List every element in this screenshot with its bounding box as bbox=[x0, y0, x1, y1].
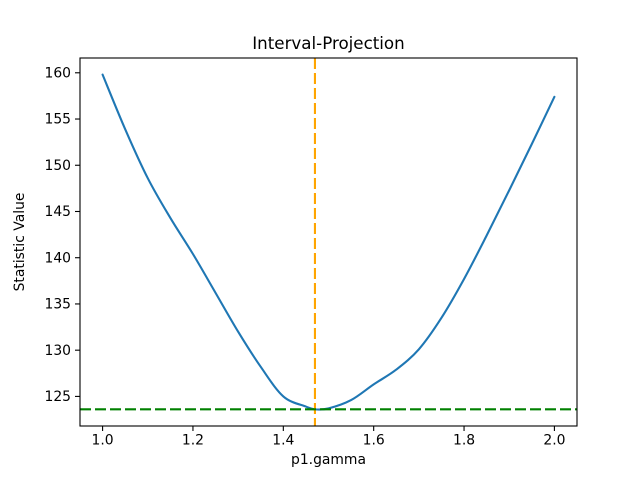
axes-spines bbox=[79, 57, 578, 427]
x-tick-label: 1.8 bbox=[453, 433, 475, 449]
y-tick-label: 160 bbox=[44, 65, 71, 81]
y-axis-label: Statistic Value bbox=[12, 193, 28, 292]
x-tick-label: 1.0 bbox=[92, 433, 114, 449]
y-tick-label: 130 bbox=[44, 343, 71, 359]
y-tick-label: 145 bbox=[44, 204, 71, 220]
y-tick-label: 150 bbox=[44, 158, 71, 174]
y-tick-label: 125 bbox=[44, 389, 71, 405]
x-axis-label: p1.gamma bbox=[291, 452, 366, 468]
chart-title: Interval-Projection bbox=[252, 33, 404, 53]
x-tick-label: 1.6 bbox=[363, 433, 385, 449]
x-tick-label: 1.4 bbox=[272, 433, 294, 449]
x-tick-label: 2.0 bbox=[543, 433, 565, 449]
y-tick-label: 140 bbox=[44, 250, 71, 266]
x-tick-label: 1.2 bbox=[182, 433, 204, 449]
y-tick-label: 155 bbox=[44, 112, 71, 128]
plot-area: 1.0 1.2 1.4 1.6 1.8 2.0 125 130 135 140 145 150 155 1… bbox=[44, 57, 578, 449]
y-tick-label: 135 bbox=[44, 297, 71, 313]
plot-background bbox=[80, 58, 577, 426]
